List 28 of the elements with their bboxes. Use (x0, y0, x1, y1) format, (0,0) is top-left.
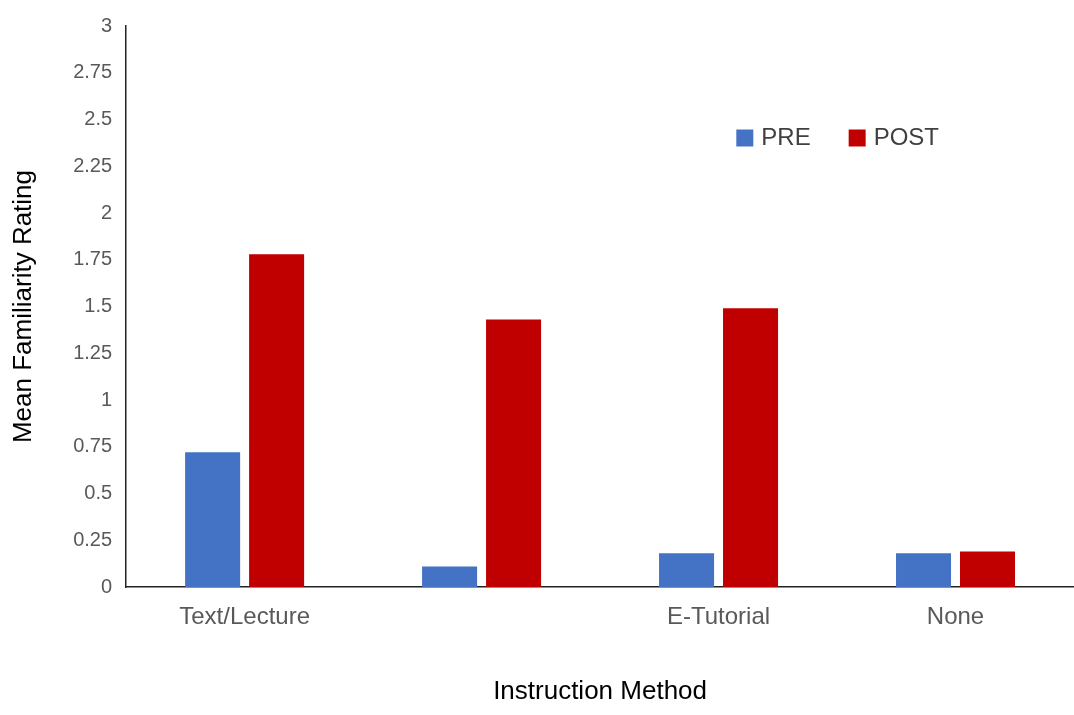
bar (422, 566, 478, 587)
x-tick-label: E-Tutorial (666, 602, 771, 630)
legend-label: PRE (761, 122, 811, 150)
y-tick-label: 2.5 (84, 107, 113, 130)
bar (659, 553, 715, 587)
y-tick-label: 1.75 (73, 247, 113, 270)
y-tick-label: 2.75 (73, 60, 113, 83)
bar (959, 551, 1016, 587)
y-tick-label: 0.5 (84, 481, 113, 504)
y-axis-title: Mean Familiarity Rating (6, 169, 37, 444)
y-tick-label: 2 (101, 200, 113, 223)
bar (896, 553, 952, 587)
x-tick-label: Text/Lecture (179, 602, 310, 630)
y-tick-label: 1.25 (73, 340, 113, 363)
bar (185, 452, 241, 587)
y-tick-label: 0.75 (73, 434, 113, 457)
y-tick-label: 3 (101, 13, 113, 36)
y-tick-label: 1.5 (84, 294, 113, 317)
y-tick-label: 0 (101, 574, 113, 597)
x-axis-title: Instruction Method (493, 674, 708, 705)
x-tick-label: None (926, 602, 985, 630)
bar (486, 319, 542, 587)
legend-label: POST (873, 122, 940, 150)
y-tick-label: 1 (101, 387, 113, 410)
y-tick-label: 0.25 (73, 527, 113, 550)
bar (723, 308, 779, 587)
y-tick-label: 2.25 (73, 153, 113, 176)
bar (249, 254, 305, 587)
